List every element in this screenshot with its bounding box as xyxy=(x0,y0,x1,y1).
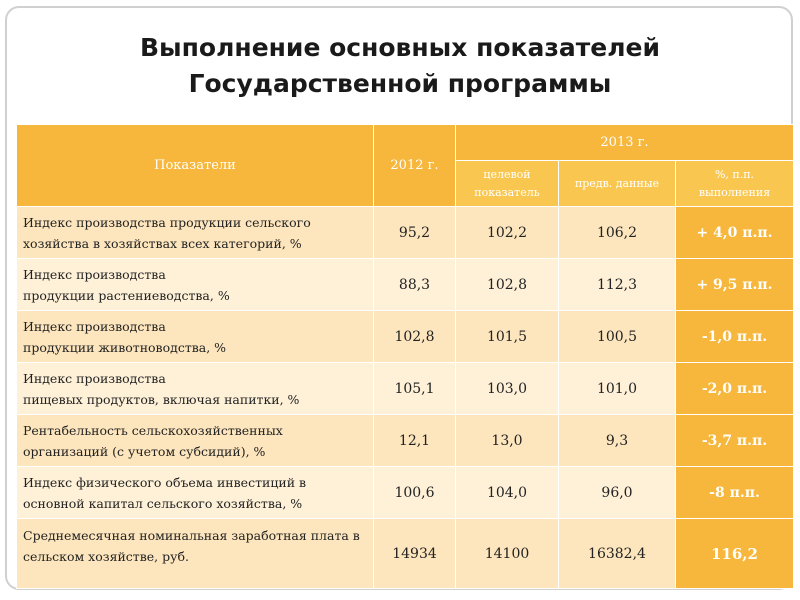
title-line-2: Государственной программы xyxy=(188,69,612,98)
row-label-line-2: основной капитал сельского хозяйства, % xyxy=(23,495,303,511)
table-row: Индекс производства пищевых продуктов, вк… xyxy=(16,362,794,415)
row-label-line-1: Индекс производства продукции сельского xyxy=(23,214,311,230)
header-2012: 2012 г. xyxy=(373,124,456,207)
cell-prelim: 112,3 xyxy=(558,258,676,311)
cell-pct: 116,2 xyxy=(675,518,794,589)
cell-2012: 95,2 xyxy=(373,206,456,259)
cell-pct: -1,0 п.п. xyxy=(675,310,794,363)
cell-2012: 102,8 xyxy=(373,310,456,363)
row-label: Индекс производства продукции сельского х… xyxy=(16,206,374,259)
row-label-line-2: хозяйства в хозяйствах всех категорий, % xyxy=(23,235,302,251)
cell-prelim: 100,5 xyxy=(558,310,676,363)
table-row: Индекс производства продукции растениевод… xyxy=(16,258,794,311)
cell-target: 101,5 xyxy=(455,310,559,363)
cell-target: 103,0 xyxy=(455,362,559,415)
row-label-line-1: Рентабельность сельскохозяйственных xyxy=(23,422,283,438)
row-label-line-1: Среднемесячная номинальная заработная пл… xyxy=(23,528,360,543)
row-label-line-1: Индекс производства xyxy=(23,370,166,386)
header-indicators: Показатели xyxy=(16,124,374,207)
row-label: Индекс производства продукции животноводс… xyxy=(16,310,374,363)
row-label-line-2: продукции животноводства, % xyxy=(23,339,227,355)
page-title: Выполнение основных показателей Государс… xyxy=(0,30,800,102)
cell-target: 104,0 xyxy=(455,466,559,519)
cell-2012: 100,6 xyxy=(373,466,456,519)
cell-prelim: 9,3 xyxy=(558,414,676,467)
cell-prelim: 101,0 xyxy=(558,362,676,415)
row-label-line-1: Индекс производства xyxy=(23,318,166,334)
cell-2012: 12,1 xyxy=(373,414,456,467)
header-2013: 2013 г. xyxy=(455,124,794,161)
row-label: Индекс производства пищевых продуктов, вк… xyxy=(16,362,374,415)
header-target: целевой показатель xyxy=(455,160,559,207)
cell-target: 13,0 xyxy=(455,414,559,467)
row-label-line-2: организаций (с учетом субсидий), % xyxy=(23,443,266,459)
table-row: Индекс физического объема инвестиций в ос… xyxy=(16,466,794,519)
cell-2012: 88,3 xyxy=(373,258,456,311)
cell-prelim: 16382,4 xyxy=(558,518,676,589)
row-label-line-2: продукции растениеводства, % xyxy=(23,287,230,303)
row-label-line-2: сельском хозяйстве, руб. xyxy=(23,549,189,564)
header-pct: %, п.п. выполнения xyxy=(675,160,794,207)
row-label: Рентабельность сельскохозяйственных орган… xyxy=(16,414,374,467)
table-row: Среднемесячная номинальная заработная пл… xyxy=(16,518,794,589)
table-row: Рентабельность сельскохозяйственных орган… xyxy=(16,414,794,467)
cell-prelim: 106,2 xyxy=(558,206,676,259)
row-label: Индекс производства продукции растениевод… xyxy=(16,258,374,311)
cell-pct: -2,0 п.п. xyxy=(675,362,794,415)
cell-pct: -3,7 п.п. xyxy=(675,414,794,467)
cell-target: 102,8 xyxy=(455,258,559,311)
cell-2012: 105,1 xyxy=(373,362,456,415)
cell-target: 102,2 xyxy=(455,206,559,259)
table-row: Индекс производства продукции сельского х… xyxy=(16,206,794,259)
header-prelim: предв. данные xyxy=(558,160,676,207)
row-label-line-1: Индекс физического объема инвестиций в xyxy=(23,474,307,490)
cell-pct: -8 п.п. xyxy=(675,466,794,519)
row-label-line-1: Индекс производства xyxy=(23,266,166,282)
row-label: Индекс физического объема инвестиций в ос… xyxy=(16,466,374,519)
indicators-table: Показатели 2012 г. 2013 г. целевой показ… xyxy=(16,124,794,589)
title-line-1: Выполнение основных показателей xyxy=(140,33,660,62)
cell-prelim: 96,0 xyxy=(558,466,676,519)
cell-target: 14100 xyxy=(455,518,559,589)
cell-2012: 14934 xyxy=(373,518,456,589)
cell-pct: + 9,5 п.п. xyxy=(675,258,794,311)
row-label: Среднемесячная номинальная заработная пл… xyxy=(16,518,374,589)
table-row: Индекс производства продукции животноводс… xyxy=(16,310,794,363)
row-label-line-2: пищевых продуктов, включая напитки, % xyxy=(23,391,300,407)
header-row-1: Показатели 2012 г. 2013 г. xyxy=(16,124,794,207)
cell-pct: + 4,0 п.п. xyxy=(675,206,794,259)
